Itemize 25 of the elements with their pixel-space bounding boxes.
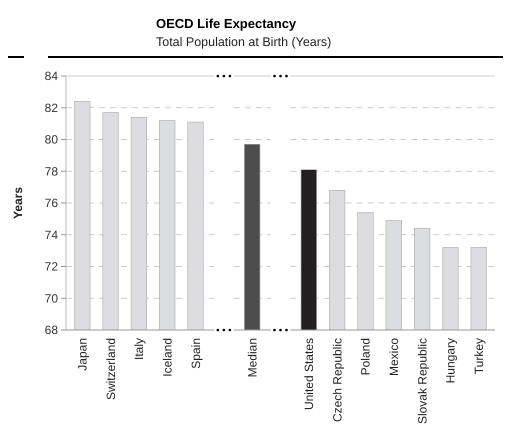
y-axis-title: Years [11, 186, 25, 220]
x-tick-label: Iceland [160, 338, 174, 377]
y-tick-label: 76 [44, 196, 58, 210]
x-tick-label: Turkey [472, 338, 486, 374]
y-tick-label: 84 [44, 69, 58, 84]
y-tick-label: 72 [44, 260, 58, 274]
x-tick-label: Czech Republic [330, 338, 344, 422]
x-tick-label: Poland [358, 338, 373, 376]
x-tick-label: Slovak Republic [415, 338, 430, 424]
y-tick-label: 68 [44, 323, 58, 338]
x-tick-label: Median [245, 338, 260, 378]
x-tick-label: Spain [188, 338, 203, 369]
y-tick-label: 74 [44, 228, 58, 242]
y-tick-label: 70 [44, 291, 58, 306]
y-tick-label: 80 [44, 132, 58, 147]
x-tick-label: Hungary [444, 338, 458, 384]
chart-title: OECD Life Expectancy [156, 16, 297, 31]
x-tick-label: Mexico [386, 338, 401, 376]
x-tick-label: United States [302, 338, 316, 410]
y-tick-label: 78 [44, 164, 58, 178]
y-tick-label: 82 [44, 100, 58, 115]
x-tick-label: Italy [132, 338, 146, 360]
x-tick-label: Japan [75, 338, 90, 371]
chart-subtitle: Total Population at Birth (Years) [156, 35, 332, 49]
x-tick-label: Switzerland [104, 338, 118, 400]
